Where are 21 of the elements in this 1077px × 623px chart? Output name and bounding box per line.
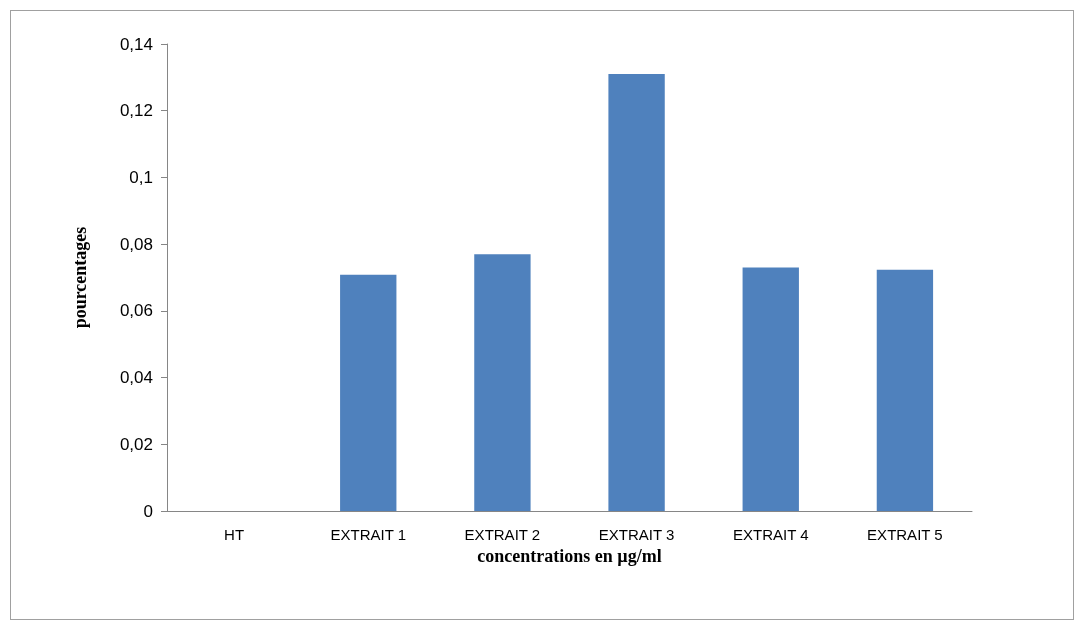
y-tick-label: 0,1 (129, 167, 153, 187)
x-tick-label: HT (224, 526, 245, 543)
bar (340, 274, 397, 511)
y-tick-label: 0 (143, 501, 153, 521)
x-tick-label: EXTRAIT 1 (330, 526, 407, 543)
bar (474, 254, 531, 511)
y-tick-label: 0,04 (119, 368, 153, 388)
y-tick-label: 0,02 (119, 434, 153, 454)
x-axis-title: concentrations en µg/ml (477, 545, 662, 566)
y-axis-title: pourcentages (70, 226, 90, 329)
y-tick-label: 0,08 (119, 234, 153, 254)
y-tick-label: 0,12 (119, 101, 153, 121)
x-tick-label: EXTRAIT 5 (867, 526, 943, 543)
bar (876, 269, 934, 511)
x-tick-label: EXTRAIT 2 (464, 526, 541, 543)
bar (742, 267, 799, 511)
y-tick-label: 0,06 (119, 301, 153, 321)
x-tick-label: EXTRAIT 4 (732, 526, 809, 543)
x-tick-label: EXTRAIT 3 (598, 526, 675, 543)
bar (608, 74, 665, 511)
y-tick-label: 0,14 (119, 34, 153, 54)
